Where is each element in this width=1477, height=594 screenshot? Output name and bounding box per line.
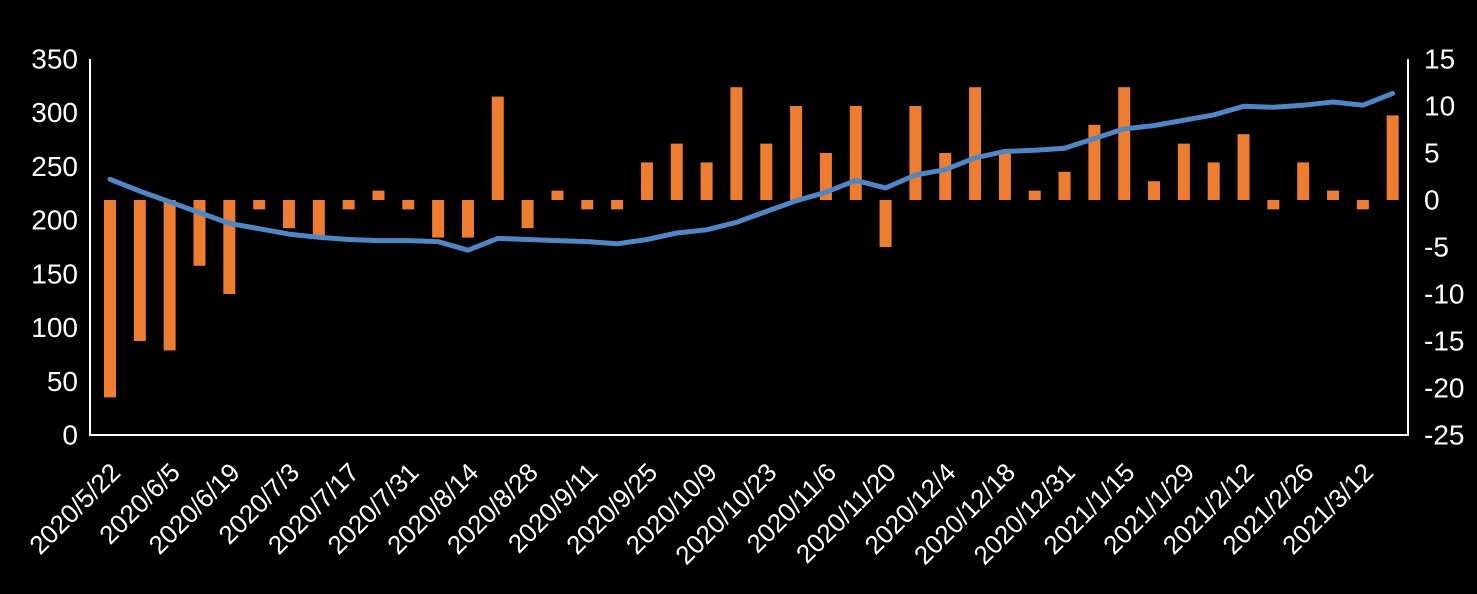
line-series (107, 90, 1396, 253)
bar (1267, 200, 1280, 210)
bar (1177, 143, 1190, 200)
bar (253, 200, 266, 210)
y-axis-right-tick-label: 15 (1424, 44, 1455, 75)
y-axis-left-tick-label: 50 (47, 366, 78, 397)
bar (342, 200, 355, 210)
bar (223, 200, 236, 294)
bar (1356, 200, 1369, 210)
bar (849, 106, 862, 200)
bar (939, 153, 952, 200)
y-axis-left-tick-label: 150 (31, 258, 78, 289)
bar (819, 153, 832, 200)
y-axis-right-tick-label: -15 (1424, 326, 1464, 357)
bar (640, 162, 653, 200)
bar (133, 200, 146, 341)
y-axis-right-tick-label: 5 (1424, 138, 1440, 169)
bar (193, 200, 206, 266)
bar (1297, 162, 1310, 200)
bar (551, 190, 564, 200)
bar (1058, 171, 1071, 200)
y-axis-right-tick-label: -25 (1424, 420, 1464, 451)
bar (730, 87, 743, 200)
bar (909, 106, 922, 200)
y-axis-left-tick-label: 350 (31, 44, 78, 75)
y-axis-right-tick-label: 10 (1424, 91, 1455, 122)
bar (1118, 87, 1131, 200)
bar (1028, 190, 1041, 200)
bar (670, 143, 683, 200)
bar (1207, 162, 1220, 200)
bar (104, 200, 116, 398)
y-axis-left-tick-label: 250 (31, 151, 78, 182)
bar (432, 200, 445, 238)
bar (282, 200, 295, 229)
bar (163, 200, 176, 351)
bar (372, 190, 385, 200)
bar (611, 200, 624, 210)
bar (1088, 124, 1101, 200)
y-axis-right-tick-label: -20 (1424, 373, 1464, 404)
bar (760, 143, 773, 200)
bar (1237, 134, 1250, 200)
bar (1148, 181, 1161, 200)
bar (1327, 190, 1340, 200)
bar (998, 153, 1011, 200)
y-axis-right-tick-label: 0 (1424, 185, 1440, 216)
bar (1386, 115, 1399, 200)
y-axis-right-tick-label: -5 (1424, 232, 1449, 263)
bar (879, 200, 892, 247)
bar (969, 87, 982, 200)
y-axis-right-tick-label: -10 (1424, 279, 1464, 310)
y-axis-left-tick-label: 300 (31, 97, 78, 128)
bar (790, 106, 803, 200)
y-axis-left-tick-label: 0 (62, 420, 78, 451)
bar (312, 200, 325, 238)
bar (581, 200, 594, 210)
bar (402, 200, 415, 210)
bar (700, 162, 713, 200)
bar (491, 96, 504, 200)
y-axis-left-tick-label: 200 (31, 205, 78, 236)
y-axis-left-tick-label: 100 (31, 312, 78, 343)
bar (461, 200, 474, 238)
bar (521, 200, 534, 229)
